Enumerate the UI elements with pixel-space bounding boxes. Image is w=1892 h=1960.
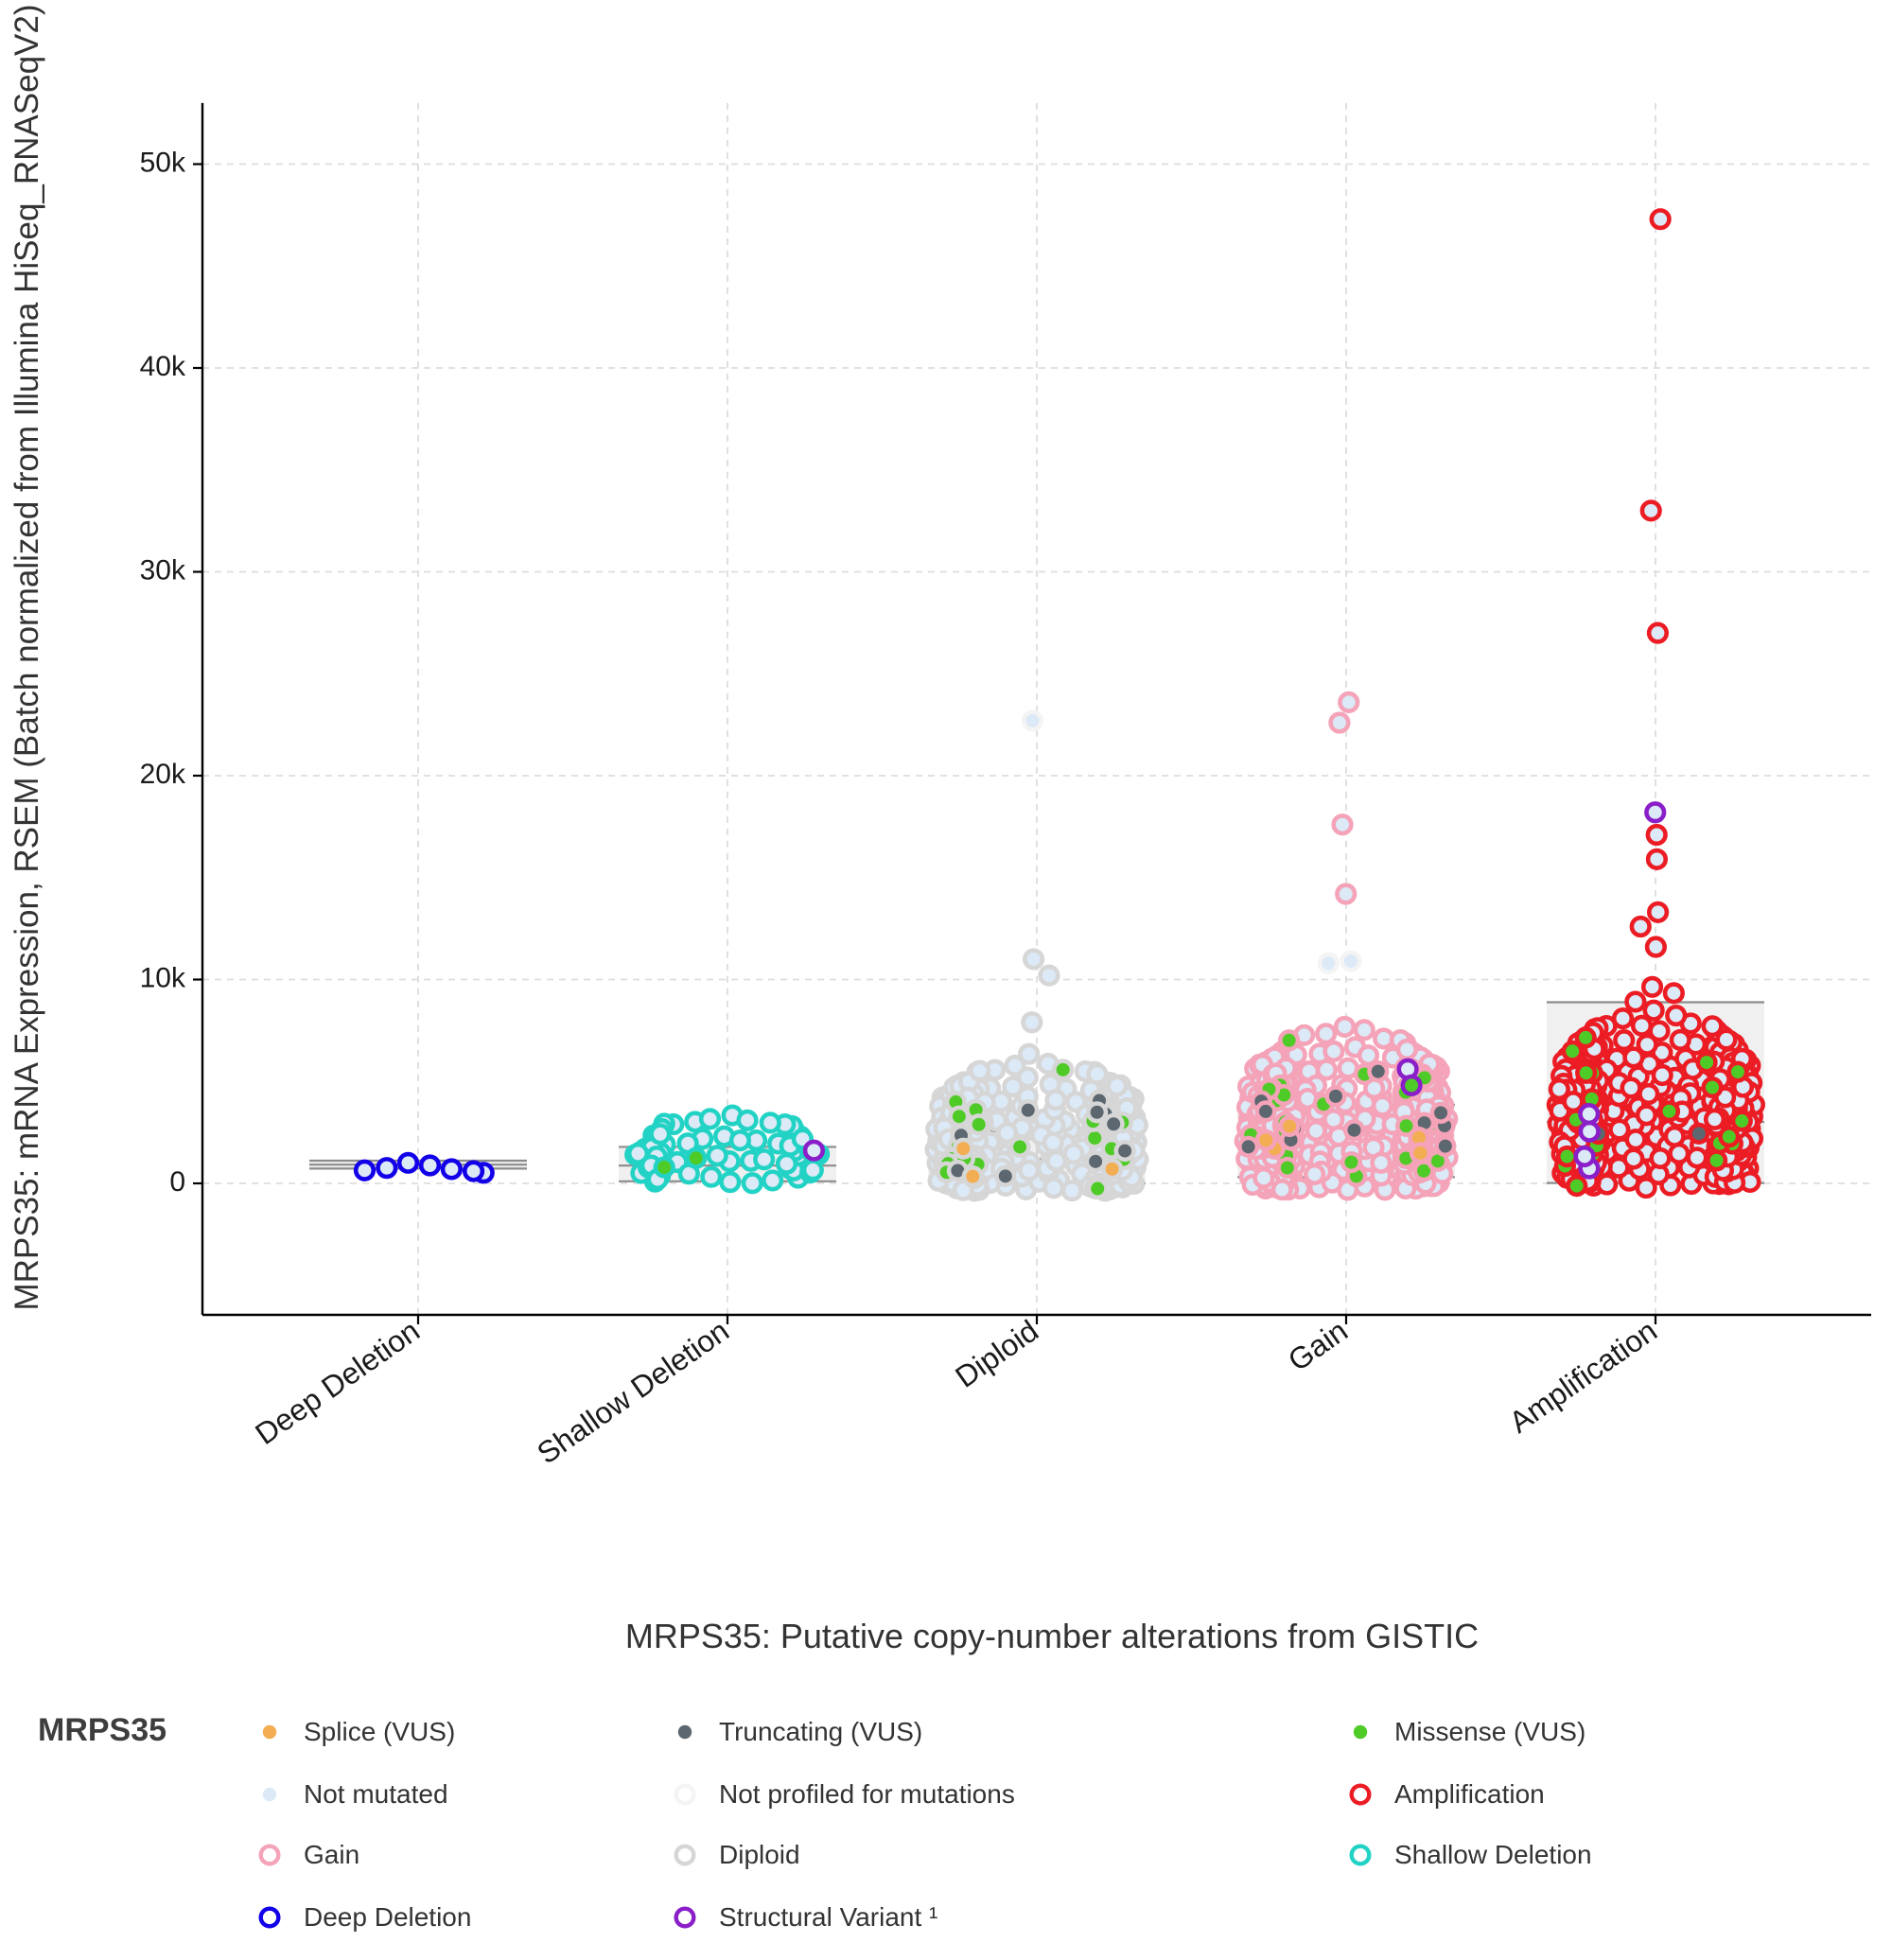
svg-text:Gain: Gain [304,1840,359,1869]
svg-text:0: 0 [169,1166,185,1198]
svg-text:30k: 30k [140,555,186,586]
svg-text:MRPS35: mRNA Expression, RSEM: MRPS35: mRNA Expression, RSEM (Batch nor… [9,4,45,1310]
svg-text:Splice (VUS): Splice (VUS) [304,1717,455,1746]
svg-text:20k: 20k [140,759,186,790]
svg-text:MRPS35: Putative copy-number a: MRPS35: Putative copy-number alterations… [625,1617,1479,1655]
svg-text:50k: 50k [140,148,186,179]
svg-text:Structural Variant ¹: Structural Variant ¹ [719,1902,937,1932]
svg-text:Missense (VUS): Missense (VUS) [1394,1717,1585,1746]
svg-text:Deep Deletion: Deep Deletion [304,1902,471,1932]
svg-text:40k: 40k [140,351,186,382]
svg-text:Not profiled for mutations: Not profiled for mutations [719,1779,1015,1809]
svg-text:Shallow Deletion: Shallow Deletion [1394,1840,1592,1869]
svg-text:10k: 10k [140,963,186,994]
svg-text:Not mutated: Not mutated [304,1779,448,1809]
svg-text:Amplification: Amplification [1394,1779,1545,1809]
svg-text:Truncating (VUS): Truncating (VUS) [719,1717,922,1746]
svg-text:MRPS35: MRPS35 [38,1712,166,1748]
svg-text:Diploid: Diploid [719,1840,800,1869]
